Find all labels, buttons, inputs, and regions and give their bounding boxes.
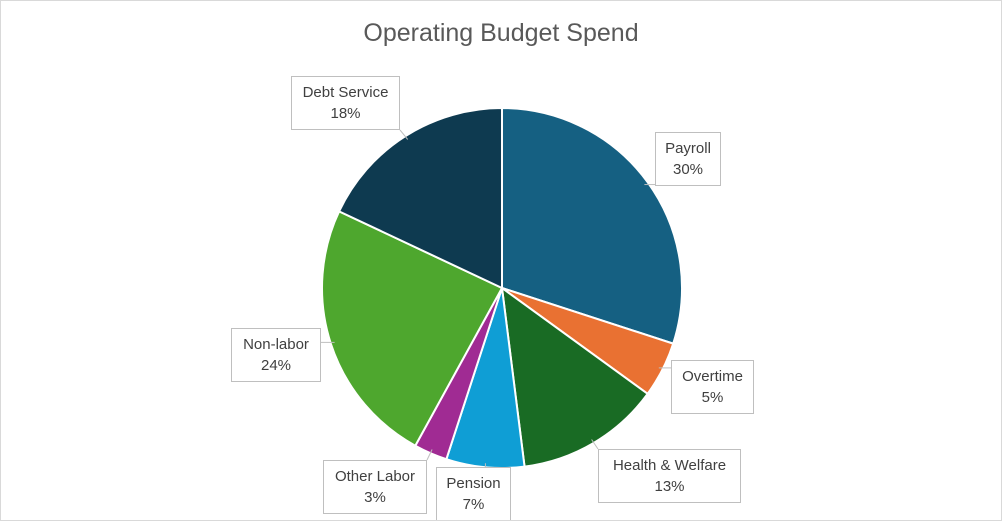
pie-slice-non-labor [321,210,504,448]
data-label-percent: 3% [364,489,386,506]
data-label-percent: 18% [330,105,361,122]
leader-line [591,439,599,450]
data-label-category: Non-labor [243,336,309,353]
data-label-category: Health & Welfare [612,457,727,474]
data-label: Non-labor 24% [231,328,321,382]
data-label-category: Overtime [682,368,743,385]
data-label-percent: 24% [260,357,292,374]
data-label: Pension 7% [436,467,511,520]
data-label-percent: 30% [672,161,704,178]
data-label-percent: 7% [462,496,485,513]
pie-slice-payroll [501,106,683,345]
data-label: Payroll 30% [655,132,721,186]
data-label: Health & Welfare 13% [598,449,741,503]
data-label-percent: 13% [654,478,685,495]
data-label: Debt Service 18% [291,76,400,130]
data-label-category: Other Labor [334,468,416,485]
data-label-category: Pension [446,475,501,492]
data-label: Other Labor 3% [323,460,427,514]
data-label-category: Debt Service [302,84,389,101]
leader-line [426,449,433,461]
data-label-percent: 5% [701,389,724,406]
leader-line [399,129,409,140]
data-label-category: Payroll [665,140,711,157]
chart-title: Operating Budget Spend [363,19,639,47]
data-label: Overtime 5% [671,360,754,414]
